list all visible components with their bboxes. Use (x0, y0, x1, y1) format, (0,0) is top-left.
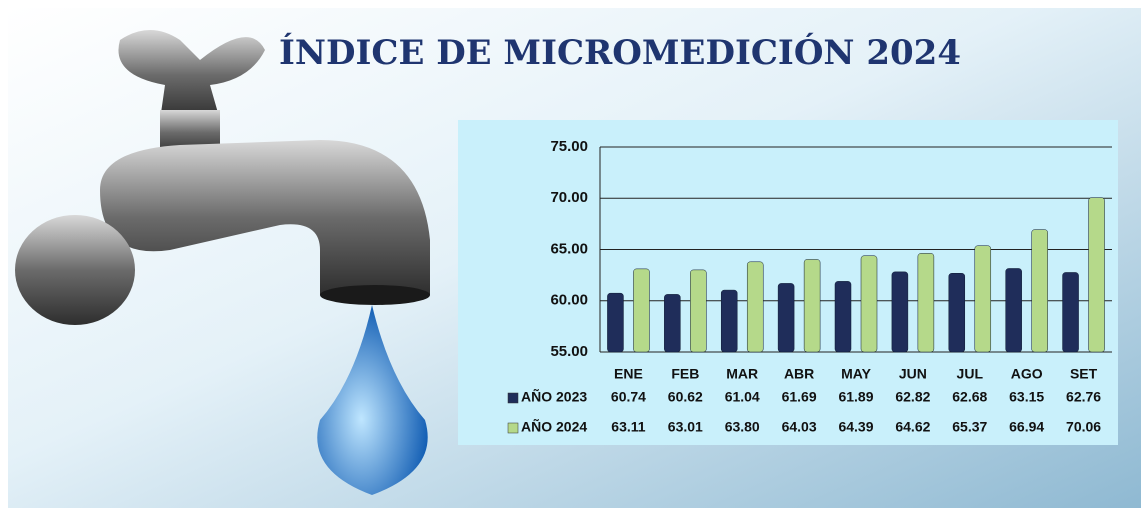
legend-swatch (508, 393, 518, 403)
value-label: 65.37 (952, 419, 987, 435)
bar (1006, 268, 1022, 352)
value-label: 61.04 (725, 389, 760, 405)
x-tick-label: JUN (899, 366, 927, 382)
bar (892, 272, 908, 352)
bar (861, 256, 877, 352)
legend-label: AÑO 2024 (521, 418, 587, 435)
x-tick-label: SET (1070, 366, 1098, 382)
value-label: 63.11 (611, 419, 645, 435)
value-label: 63.15 (1009, 389, 1044, 405)
value-label: 61.89 (838, 389, 873, 405)
bar (1089, 198, 1105, 352)
x-tick-label: MAY (841, 366, 871, 382)
bar (633, 269, 649, 352)
chart: ÍNDICE DE MICROMEDICIÓN 2024 55.00 60.00 6… (0, 0, 1141, 508)
value-label: 62.76 (1066, 389, 1101, 405)
value-label: 62.68 (952, 389, 987, 405)
x-tick-label: AGO (1011, 366, 1043, 382)
chart-title: ÍNDICE DE MICROMEDICIÓN 2024 (279, 32, 961, 73)
bar (690, 270, 706, 352)
value-label: 62.82 (895, 389, 930, 405)
bar (975, 246, 991, 352)
y-tick-label: 65.00 (550, 240, 588, 257)
legend-swatch (508, 423, 518, 433)
y-tick-label: 75.00 (550, 138, 588, 155)
value-label: 64.39 (838, 419, 873, 435)
bar (918, 253, 934, 352)
value-label: 63.80 (725, 419, 760, 435)
bar (721, 290, 737, 352)
x-tick-label: FEB (671, 366, 699, 382)
bar (835, 281, 851, 352)
value-label: 66.94 (1009, 419, 1044, 435)
x-tick-label: ABR (784, 366, 814, 382)
x-tick-label: MAR (726, 366, 758, 382)
bar (747, 262, 763, 352)
bar (778, 283, 794, 352)
value-label: 61.69 (782, 389, 817, 405)
y-tick-label: 70.00 (550, 189, 588, 206)
value-label: 70.06 (1066, 419, 1101, 435)
bar (804, 259, 820, 352)
y-tick-label: 60.00 (550, 292, 588, 309)
bar (949, 273, 965, 352)
value-label: 60.62 (668, 389, 703, 405)
bar (607, 293, 623, 352)
value-label: 60.74 (611, 389, 646, 405)
bar (1063, 272, 1079, 352)
bar (664, 294, 680, 352)
value-label: 63.01 (668, 419, 703, 435)
x-tick-label: ENE (614, 366, 643, 382)
x-tick-label: JUL (957, 366, 984, 382)
legend-label: AÑO 2023 (521, 388, 587, 405)
value-label: 64.03 (782, 419, 817, 435)
value-label: 64.62 (895, 419, 930, 435)
bar (1032, 230, 1048, 352)
y-tick-label: 55.00 (550, 343, 588, 360)
